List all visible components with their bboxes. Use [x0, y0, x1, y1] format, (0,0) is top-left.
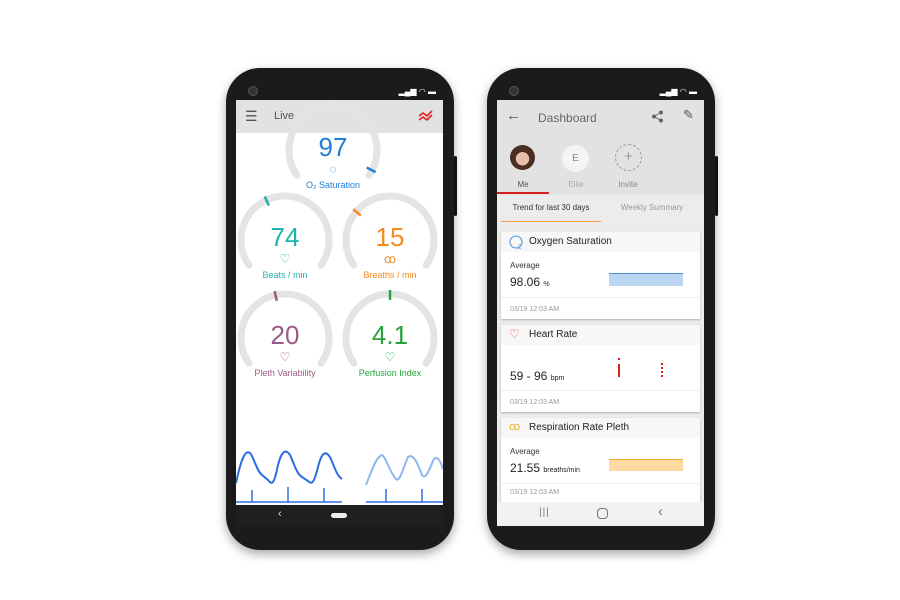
- status-icons: ▂▄▆ ◠ ▬: [398, 87, 436, 96]
- gauge-icon: ♡: [279, 252, 291, 266]
- home-icon[interactable]: [597, 508, 608, 519]
- oxygen-trend-bar: [609, 273, 683, 286]
- card-title: Oxygen Saturation: [529, 236, 612, 247]
- avatar-ellie[interactable]: E: [562, 145, 589, 172]
- back-icon[interactable]: ‹: [278, 508, 282, 520]
- phone-dashboard: ▂▄▆ ◠ ▬ ← Dashboard ✎ Me E Ellie + Invit…: [487, 68, 718, 550]
- pleth-waveform: [236, 450, 443, 503]
- header: ← Dashboard ✎ Me E Ellie + Invite: [497, 100, 704, 195]
- card-unit: bpm: [550, 375, 565, 382]
- card-unit: breaths/min: [543, 467, 580, 474]
- card-timestamp: 03/19 12:03 AM: [510, 306, 560, 313]
- gauge-label: Breaths / min: [363, 270, 417, 280]
- svg-text:2: 2: [518, 245, 522, 250]
- share-icon[interactable]: [651, 110, 664, 123]
- gauge-label: Pleth Variability: [254, 368, 316, 378]
- card-value: 98.06: [510, 275, 541, 289]
- card-unit: %: [543, 281, 550, 288]
- heart-rate-icon: ♡: [509, 327, 520, 341]
- menu-icon[interactable]: ☰: [245, 108, 258, 124]
- active-tab-indicator: [501, 221, 601, 222]
- gauge-beats-per-min: 74 ♡ Beats / min: [237, 192, 333, 320]
- page-title: Live: [274, 110, 295, 122]
- profile-label-me: Me: [517, 180, 529, 189]
- tabs: Trend for last 30 days Weekly Summary: [497, 195, 704, 223]
- profile-label-invite: Invite: [618, 180, 638, 189]
- gauge-pleth-variability: 20 ♡ Pleth Variability: [237, 290, 333, 418]
- gauge-value: 74: [270, 222, 300, 252]
- gauge-perfusion-index: 4.1 ♡ Perfusion Index: [342, 290, 438, 418]
- card-heart-rate[interactable]: ♡ Heart Rate 59 - 96 bpm 03/19 12:03 AM: [501, 325, 700, 412]
- card-timestamp: 03/19 12:03 AM: [510, 399, 560, 406]
- o2-icon: 2: [509, 235, 523, 250]
- back-icon[interactable]: ‹: [658, 503, 663, 520]
- gauge-o2-saturation: 97 ◌ O₂ Saturation: [285, 102, 381, 230]
- page-title: Dashboard: [538, 111, 597, 125]
- nav-bar: ‹: [236, 505, 443, 526]
- invite-plus-icon[interactable]: +: [615, 144, 642, 171]
- gauge-label: Perfusion Index: [358, 368, 422, 378]
- gauge-icon: ♡: [384, 350, 396, 364]
- tab-weekly[interactable]: Weekly Summary: [620, 203, 684, 212]
- nav-bar: ||| ‹: [497, 502, 704, 526]
- gauge-needle: [352, 208, 362, 217]
- gauge-icon: ♡: [279, 350, 291, 364]
- gauge-icon: ꝏ: [383, 252, 397, 266]
- avatar-me[interactable]: [510, 145, 535, 170]
- camera: [509, 86, 519, 96]
- gauge-needle: [263, 195, 271, 207]
- gauge-needle: [273, 290, 278, 302]
- selected-profile-indicator: [497, 192, 549, 194]
- side-button: [454, 156, 457, 216]
- gauge-value: 4.1: [371, 320, 409, 350]
- back-arrow-icon[interactable]: ←: [506, 107, 521, 124]
- dashboard-screen: ← Dashboard ✎ Me E Ellie + Invite Trend …: [497, 100, 704, 526]
- gauge-needle: [366, 166, 377, 174]
- phone-live: ▂▄▆ ◠ ▬ ☰ Live 97 ◌ O₂ Saturation 74 ♡ B…: [226, 68, 457, 550]
- camera: [248, 86, 258, 96]
- trend-icon[interactable]: [418, 110, 434, 122]
- hr-range-mark: [661, 363, 663, 377]
- profile-label-ellie: Ellie: [568, 180, 584, 189]
- card-value: 21.55: [510, 461, 541, 475]
- card-value: 59 - 96: [510, 369, 548, 383]
- card-timestamp: 03/19 12:03 AM: [510, 489, 560, 496]
- live-screen: ☰ Live 97 ◌ O₂ Saturation 74 ♡ Beats / m…: [236, 100, 443, 526]
- edit-icon[interactable]: ✎: [683, 107, 694, 122]
- tab-trend[interactable]: Trend for last 30 days: [512, 203, 590, 212]
- card-respiration[interactable]: ꝏ Respiration Rate Pleth Average 21.55 br…: [501, 418, 700, 508]
- respiration-trend-bar: [609, 459, 683, 471]
- recents-icon[interactable]: |||: [539, 507, 550, 518]
- card-sub: Average: [510, 447, 540, 456]
- side-button: [715, 156, 718, 216]
- hr-range-mark: [618, 364, 620, 377]
- status-icons: ▂▄▆ ◠ ▬: [659, 87, 697, 96]
- card-sub: Average: [510, 261, 540, 270]
- gauge-icon: ◌: [329, 162, 337, 176]
- gauge-value: 20: [270, 320, 300, 350]
- gauge-value: 15: [375, 222, 405, 252]
- gauge-breaths-per-min: 15 ꝏ Breaths / min: [342, 192, 438, 320]
- gauge-label: Beats / min: [262, 270, 308, 280]
- gauge-label: O₂ Saturation: [305, 180, 361, 190]
- card-oxygen[interactable]: 2 Oxygen Saturation Average 98.06 % 03/19…: [501, 232, 700, 319]
- gauge-value: 97: [318, 132, 348, 162]
- card-title: Respiration Rate Pleth: [529, 422, 630, 433]
- home-pill[interactable]: [331, 513, 347, 518]
- card-title: Heart Rate: [529, 329, 578, 340]
- lungs-icon: ꝏ: [509, 421, 521, 433]
